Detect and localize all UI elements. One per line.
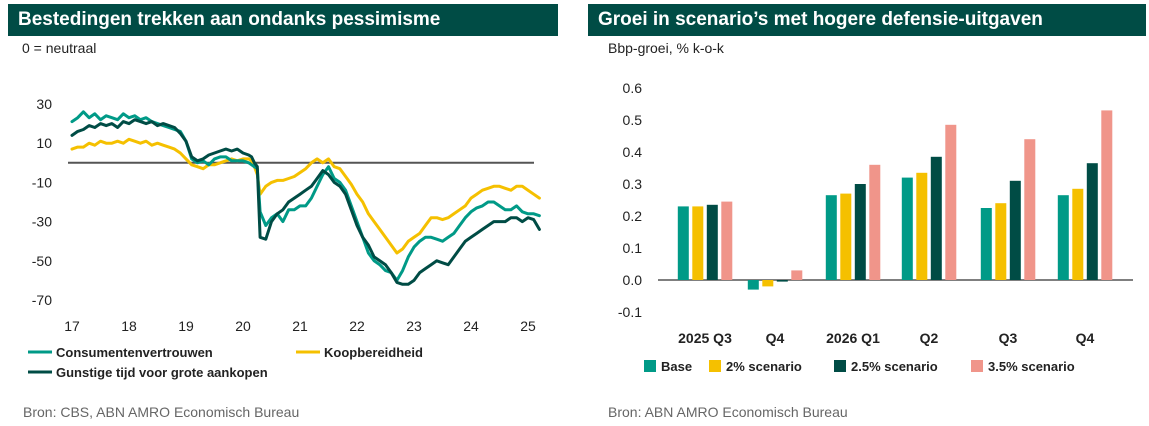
bar [1072,188,1084,280]
right-chart-source: Bron: ABN AMRO Economisch Bureau [608,404,848,420]
series-line-1 [70,137,541,255]
category-label: Q2 [920,330,939,346]
category-label: 2025 Q3 [678,330,732,346]
left-chart-title: Bestedingen trekken aan ondanks pessimis… [8,4,558,36]
x-tick-label: 22 [349,318,365,334]
bar [1009,180,1021,280]
y-tick-label: 0.2 [623,208,643,224]
y-tick-label: 0.6 [623,80,643,96]
bar [980,208,992,280]
y-tick-label: 10 [36,135,52,151]
line-chart: 30 10 -10 -30 -50 -70 17 18 19 20 21 22 23 24 25 Consum… [28,96,541,380]
x-tick-label: 20 [235,318,251,334]
bar [869,164,881,280]
right-chart-subtitle: Bbp-groei, % k-o-k [608,40,724,56]
x-tick-label: 21 [292,318,308,334]
left-chart-subtitle: 0 = neutraal [22,40,97,56]
legend-label: 2% scenario [726,359,802,374]
bar [916,172,928,280]
legend-swatch [709,360,721,372]
x-tick-label: 25 [520,318,536,334]
legend-label: Base [661,359,692,374]
bar [692,206,704,280]
y-tick-label: -10 [32,174,52,190]
legend-label: Consumentenvertrouwen [56,345,213,360]
bar [1057,195,1069,280]
category-label: Q3 [999,330,1018,346]
legend-swatch [644,360,656,372]
bar [930,156,942,280]
bar [677,206,689,280]
bar [825,195,837,280]
bar [776,280,788,282]
legend-label: Koopbereidheid [324,345,423,360]
y-tick-label: -70 [32,292,52,308]
legend-swatch [834,360,846,372]
bar [747,280,759,290]
bar [854,184,866,280]
bar [721,201,733,280]
bar [1086,163,1098,280]
series-line-0 [70,110,541,282]
y-tick-label: -50 [32,253,52,269]
bar [945,124,957,280]
y-tick-label: 0.1 [623,240,643,256]
y-tick-label: 30 [36,96,52,112]
bar [762,280,774,287]
y-tick-label: 0.3 [623,176,643,192]
category-label: 2026 Q1 [826,330,880,346]
series-line-2 [70,118,541,286]
x-tick-label: 19 [178,318,194,334]
bar [995,203,1007,280]
x-tick-label: 18 [121,318,137,334]
bar [840,193,852,280]
bar [901,177,913,280]
bar [791,270,803,280]
bar [1101,110,1113,281]
bar [1024,139,1036,280]
legend-swatch [971,360,983,372]
category-label: Q4 [1076,330,1095,346]
legend-label: 3.5% scenario [988,359,1075,374]
left-chart-source: Bron: CBS, ABN AMRO Economisch Bureau [23,404,300,420]
legend-label: 2.5% scenario [851,359,938,374]
right-chart-title: Groei in scenario’s met hogere defensie-… [588,4,1146,36]
y-tick-label: 0.4 [623,144,643,160]
legend-label: Gunstige tijd voor grote aankopen [56,365,268,380]
y-tick-label: 0.0 [623,272,643,288]
y-tick-label: -0.1 [618,304,642,320]
x-tick-label: 17 [64,318,80,334]
category-label: Q4 [766,330,785,346]
left-chart-panel: Bestedingen trekken aan ondanks pessimis… [0,0,560,426]
x-tick-label: 23 [406,318,422,334]
bar-chart: 0.6 0.5 0.4 0.3 0.2 0.1 0.0 -0.1 2025 Q3 Q4 2026 Q… [618,80,1133,374]
right-chart-panel: Groei in scenario’s met hogere defensie-… [588,0,1149,426]
y-tick-label: 0.5 [623,112,643,128]
bar [706,204,718,280]
x-tick-label: 24 [463,318,479,334]
y-tick-label: -30 [32,214,52,230]
